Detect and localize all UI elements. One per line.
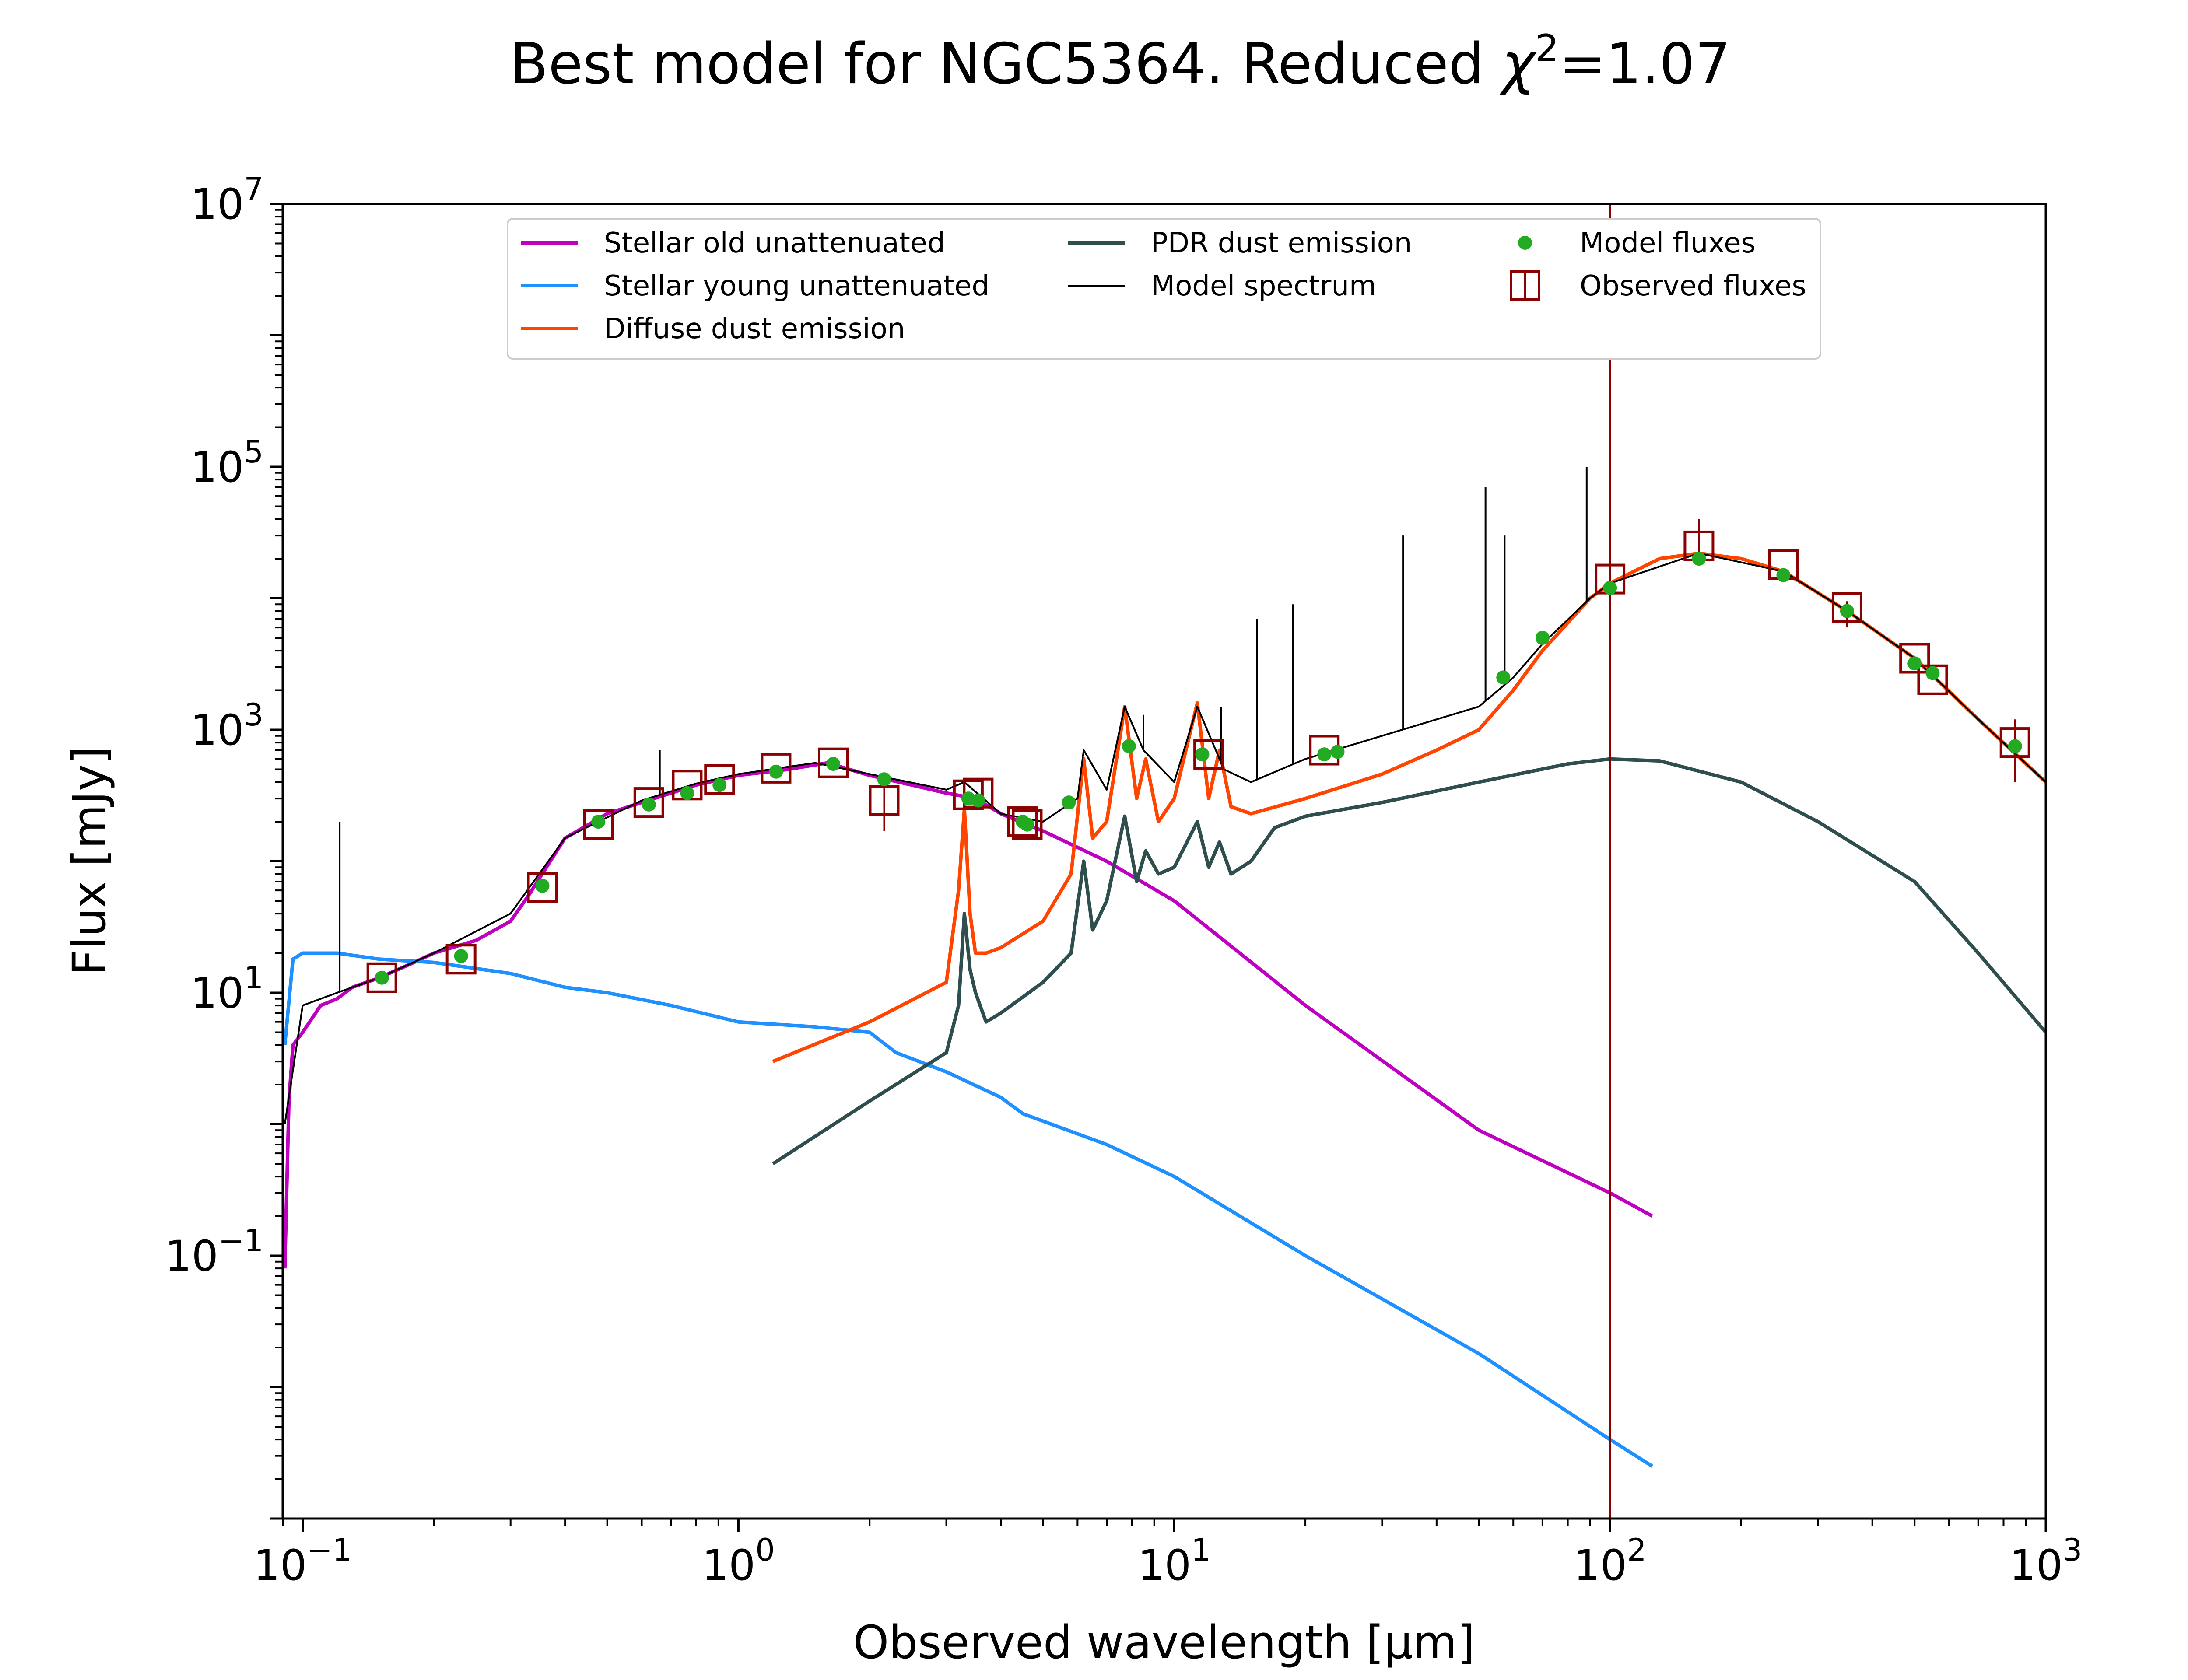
axes: 10−1 100 101 102 103 10−1 101 103 105 107 [165, 171, 2083, 1590]
x-tick-label: 103 [2009, 1532, 2083, 1590]
observed-flux-marker [633, 787, 664, 818]
model-flux-marker [826, 757, 841, 771]
x-tick-label: 101 [1138, 1532, 1211, 1590]
observed-flux-marker [704, 764, 735, 795]
model-flux-marker [1776, 568, 1791, 582]
observed-flux-marker [1007, 806, 1038, 837]
legend-label-stellar-young-unattenuated: Stellar young unattenuated [604, 270, 989, 302]
model-flux-marker [1020, 817, 1034, 832]
y-tick-label: 101 [190, 960, 263, 1018]
model-flux-marker [535, 878, 550, 893]
legend-label-diffuse-dust-emission: Diffuse dust emission [604, 313, 905, 345]
series-line-stellar-old-unattenuated [283, 761, 1653, 1269]
y-tick-label: 107 [190, 171, 263, 229]
legend-label-pdr-dust-emission: PDR dust emission [1151, 227, 1412, 259]
model-flux-marker [1496, 670, 1511, 685]
model-flux-marker [1840, 604, 1854, 618]
x-tick-label: 100 [702, 1532, 775, 1590]
y-tick-label: 103 [190, 697, 263, 755]
observed-flux-marker [1899, 643, 1930, 674]
y-axis-label: Flux [mJy] [63, 746, 116, 976]
x-tick-label: 10−1 [253, 1532, 352, 1590]
model-flux-marker [1692, 552, 1706, 566]
model-flux-marker [1535, 630, 1550, 645]
observed-flux-marker [869, 785, 900, 816]
model-flux-marker [1122, 739, 1136, 753]
legend-swatch-model-fluxes [1518, 236, 1532, 250]
series-line-pdr-dust-emission [772, 757, 2046, 1166]
legend-label-stellar-old-unattenuated: Stellar old unattenuated [604, 227, 945, 259]
model-flux-marker [1062, 795, 1076, 810]
model-flux-marker [712, 778, 727, 792]
model-flux-marker [1603, 581, 1617, 595]
title-chi: χ [1499, 32, 1537, 97]
model-flux-marker [769, 764, 783, 779]
observed-flux-marker [366, 962, 397, 993]
series-line-stellar-young-unattenuated [283, 951, 1653, 1468]
model-flux-marker [1907, 656, 1922, 671]
markers-layer [366, 519, 2030, 993]
title-chi-value: =1.07 [1559, 32, 1731, 97]
observed-flux-marker [1917, 664, 1948, 695]
legend-label-model-spectrum: Model spectrum [1151, 270, 1376, 302]
model-flux-marker [591, 815, 606, 829]
observed-flux-marker [445, 944, 477, 975]
observed-flux-marker [583, 809, 614, 840]
observed-flux-marker [1999, 727, 2030, 758]
observed-flux-marker [527, 872, 558, 903]
y-tick-label: 10−1 [165, 1223, 263, 1281]
model-flux-marker [454, 949, 468, 963]
legend-box [507, 218, 1821, 360]
y-tick-label: 105 [190, 434, 263, 492]
legend-label-model-fluxes: Model fluxes [1580, 227, 1756, 259]
model-flux-marker [971, 793, 985, 808]
model-flux-marker [375, 970, 389, 985]
chart-title: Best model for NGC5364. Reduced χ2=1.07 [510, 27, 1731, 97]
x-tick-label: 102 [1574, 1532, 1647, 1590]
observed-flux-marker [1012, 809, 1043, 840]
model-flux-marker [1925, 666, 1940, 680]
title-main: Best model for NGC5364. Reduced [510, 32, 1502, 97]
model-flux-marker [642, 797, 656, 812]
observed-flux-marker [761, 752, 792, 784]
model-flux-marker [680, 786, 694, 800]
model-flux-marker [1330, 745, 1345, 759]
model-flux-marker [2008, 739, 2022, 753]
x-axis-label: Observed wavelength [μm] [853, 1616, 1475, 1669]
title-chi-exponent: 2 [1535, 27, 1559, 70]
legend: Stellar old unattenuated Stellar young un… [507, 218, 1821, 360]
observed-flux-marker [1193, 739, 1224, 770]
model-flux-marker [877, 772, 891, 787]
observed-flux-marker [1831, 592, 1862, 623]
observed-flux-marker [818, 747, 849, 778]
model-flux-marker [1317, 747, 1332, 762]
model-flux-marker [1195, 747, 1210, 762]
legend-label-observed-fluxes: Observed fluxes [1580, 270, 1806, 302]
